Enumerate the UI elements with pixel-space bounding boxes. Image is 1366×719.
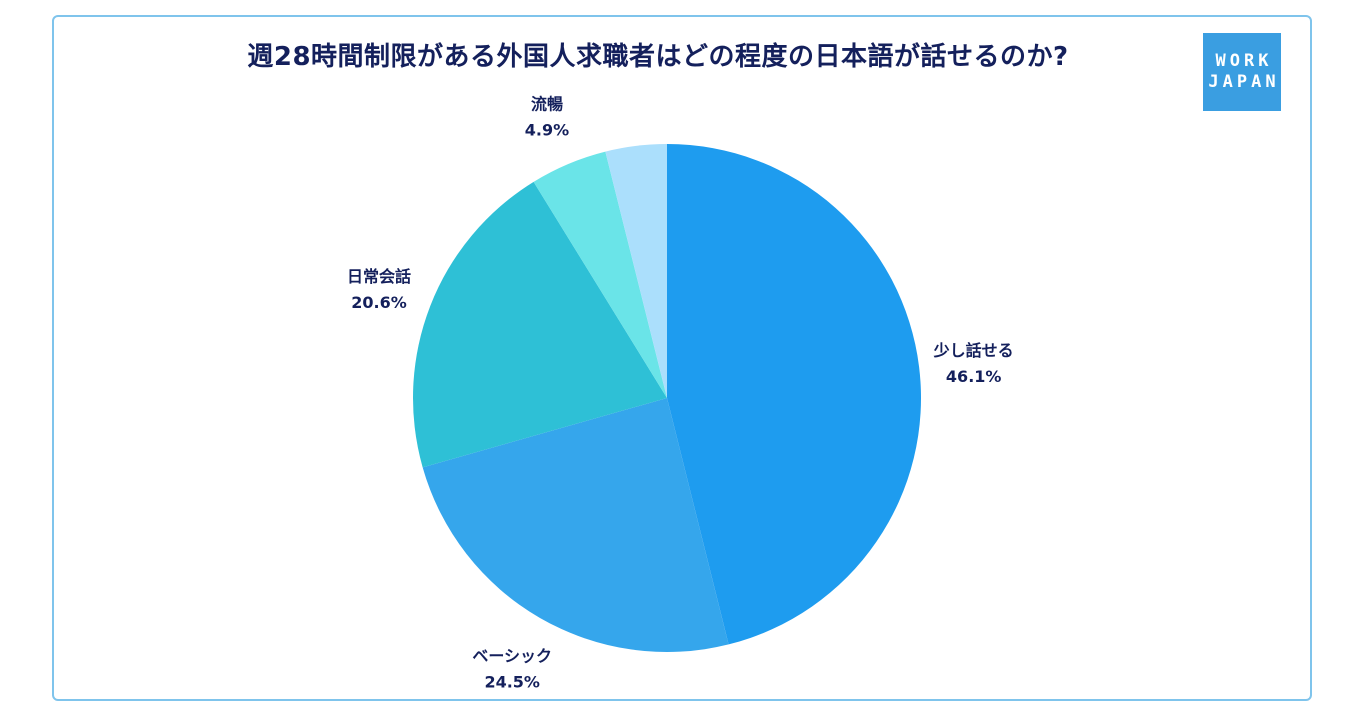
slice-label-4: 流暢 — [531, 94, 563, 113]
slice-value-3: 20.6% — [351, 293, 407, 312]
slice-label-1: 少し話せる — [933, 341, 1014, 360]
logo-line-1: WORK — [1215, 51, 1273, 71]
logo-line-2: JAPAN — [1208, 72, 1280, 92]
slice-value-4: 4.9% — [525, 120, 569, 139]
pie-slice-2 — [422, 398, 729, 653]
pie-slice-5 — [605, 144, 667, 398]
pie-slice-4 — [533, 151, 667, 398]
slice-value-2: 24.5% — [484, 672, 540, 691]
chart-title: 週28時間制限がある外国人求職者はどの程度の日本語が話せるのか? — [247, 42, 1069, 72]
slice-label-2: ベーシック — [472, 646, 552, 665]
slice-label-3: 日常会話 — [347, 267, 411, 286]
slice-value-1: 46.1% — [946, 367, 1002, 386]
pie-slice-1 — [667, 144, 922, 645]
pie-slice-3 — [413, 181, 667, 468]
work-japan-logo: WORK JAPAN — [1203, 33, 1281, 111]
